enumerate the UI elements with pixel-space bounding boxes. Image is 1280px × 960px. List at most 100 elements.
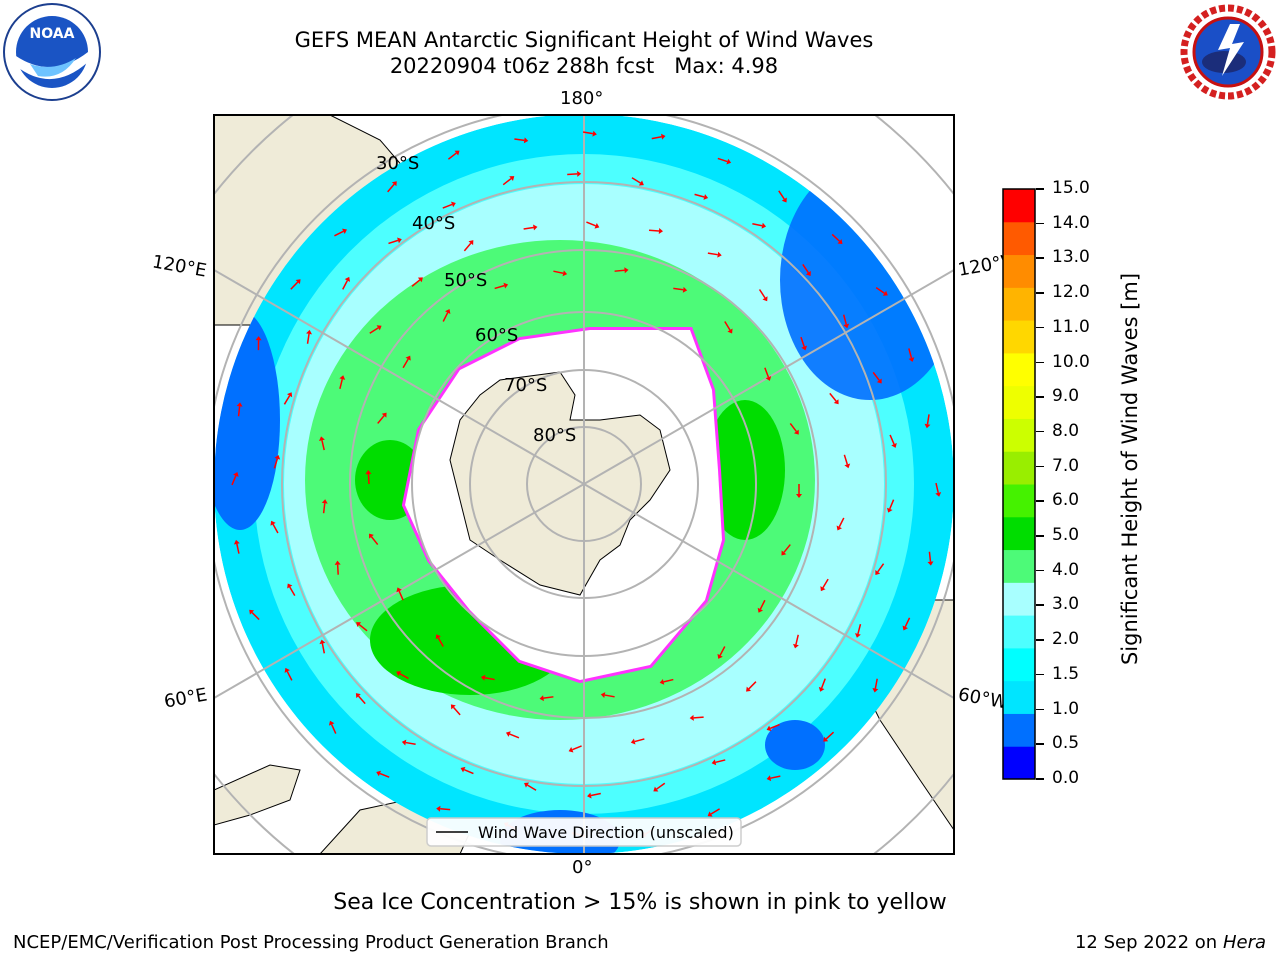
colorbar-swatch (1003, 516, 1035, 551)
colorbar-swatch (1003, 254, 1035, 288)
wind-wave-arrow-head (818, 686, 825, 692)
wind-wave-arrow-head (707, 811, 713, 817)
wind-wave-arrow-head (717, 251, 722, 258)
wind-wave-arrow-head (505, 731, 511, 737)
wind-wave-arrow (484, 677, 495, 681)
wind-wave-arrow (648, 229, 660, 232)
graticule (214, 115, 954, 854)
wind-wave-arrow (290, 281, 299, 290)
wind-wave-arrow (778, 190, 785, 200)
wind-wave-arrow-head (793, 429, 799, 435)
colorbar-tick-label: 7.0 (1052, 455, 1080, 476)
wind-wave-arrow (442, 312, 449, 322)
lon-label-180: 180° (560, 88, 604, 109)
wind-wave-arrows (231, 130, 942, 837)
wind-wave-arrow (572, 745, 582, 751)
wind-wave-arrow-head (882, 290, 888, 296)
wind-wave-arrow-head (837, 239, 843, 244)
colorbar-tick-mark (1036, 743, 1044, 745)
colorbar-tick-label: 9.0 (1052, 386, 1080, 407)
wind-wave-arrow (795, 634, 799, 645)
wind-wave-arrow-head (255, 336, 262, 341)
wind-wave-arrow (926, 414, 930, 425)
wind-wave-arrow (769, 723, 780, 730)
chart-title: GEFS MEAN Antarctic Significant Height o… (294, 28, 874, 52)
wind-wave-arrow-head (891, 442, 897, 448)
wind-wave-arrow-head (319, 639, 326, 645)
wind-wave-arrow-head (638, 180, 644, 186)
wind-wave-arrow (717, 157, 728, 163)
lat-label-60s: 60°S (475, 325, 518, 346)
wind-wave-arrow (273, 458, 279, 469)
colorbar-swatch (1003, 647, 1035, 682)
colorbar-tick-label: 15.0 (1052, 178, 1090, 198)
wind-wave-arrow (388, 239, 399, 245)
colorbar-tick-mark (1036, 604, 1044, 606)
wind-wave-arrow (370, 536, 379, 546)
wind-wave-arrow (829, 392, 837, 402)
colorbar-tick-label: 14.0 (1052, 212, 1090, 233)
colorbar-tick-label: 5.0 (1052, 525, 1080, 546)
wind-wave-arrow (442, 203, 453, 209)
wind-wave-arrow (694, 193, 705, 198)
colorbar-tick-label: 13.0 (1052, 247, 1090, 268)
wind-wave-arrow (231, 475, 237, 486)
wind-wave-arrow (283, 395, 291, 405)
wind-wave-arrow-head (435, 634, 441, 640)
wind-wave-arrow-head (823, 736, 829, 742)
noaa-logo: NOAA (3, 3, 101, 101)
wind-wave-arrow-head (781, 197, 787, 203)
colorbar (1002, 188, 1036, 780)
colorbar-tick-mark (1036, 188, 1044, 190)
wind-wave-arrow-head (284, 667, 290, 673)
colorbar-tick-label: 12.0 (1052, 282, 1090, 303)
wind-wave-arrow-head (274, 454, 281, 460)
wind-wave-arrow (843, 454, 849, 465)
wind-wave-arrow-head (746, 686, 752, 692)
lat-label-50s: 50°S (444, 270, 487, 291)
wind-wave-arrow (339, 378, 344, 390)
colorbar-tick-mark (1036, 500, 1044, 502)
wind-wave-arrow (306, 333, 310, 344)
colorbar-swatch (1003, 451, 1035, 485)
wind-wave-arrow (710, 808, 720, 815)
wind-wave-arrow (857, 624, 862, 635)
wind-wave-arrow (724, 321, 731, 331)
wind-wave-arrow-head (653, 786, 659, 792)
colorbar-tick-mark (1036, 361, 1044, 364)
colorbar-swatch (1003, 615, 1035, 649)
colorbar-swatch (1003, 287, 1035, 321)
wind-wave-arrow (553, 270, 564, 274)
date-text: 12 Sep 2022 on Hera (1074, 932, 1266, 953)
lat-label-40s: 40°S (412, 213, 455, 234)
colorbar-tick-mark (1036, 569, 1044, 572)
wind-wave-arrow (842, 314, 847, 325)
wind-wave-arrow (330, 724, 337, 734)
wind-wave-arrow (935, 482, 939, 493)
wind-wave-arrow-head (587, 792, 592, 799)
wind-wave-arrow-head (397, 237, 402, 244)
wind-wave-arrow (889, 434, 895, 445)
wind-wave-arrow (904, 617, 911, 628)
colorbar-tick-label: 10.0 (1052, 351, 1090, 372)
wind-wave-arrow-head (577, 170, 582, 177)
wind-wave-arrow-head (236, 402, 243, 407)
wind-wave-arrow-head (765, 376, 772, 381)
wind-wave-arrow (758, 289, 766, 299)
wind-wave-arrow-head (533, 224, 538, 231)
lon-label-0: 0° (572, 857, 593, 878)
wind-wave-arrow (651, 135, 662, 140)
wind-wave-arrow-head (833, 399, 839, 405)
colorbar-swatch (1003, 418, 1035, 452)
wind-wave-arrow-head (396, 587, 402, 593)
wind-wave-arrow (387, 183, 395, 193)
wind-wave-arrow (889, 499, 895, 510)
wind-wave-arrow (358, 624, 368, 632)
lat-label-70s: 70°S (504, 375, 547, 396)
wind-wave-arrow-head (886, 507, 893, 513)
wind-wave-arrow-head (468, 240, 474, 246)
wind-wave-arrow (586, 221, 596, 227)
wind-wave-arrow (377, 415, 385, 424)
wind-wave-arrow-head (249, 609, 255, 615)
